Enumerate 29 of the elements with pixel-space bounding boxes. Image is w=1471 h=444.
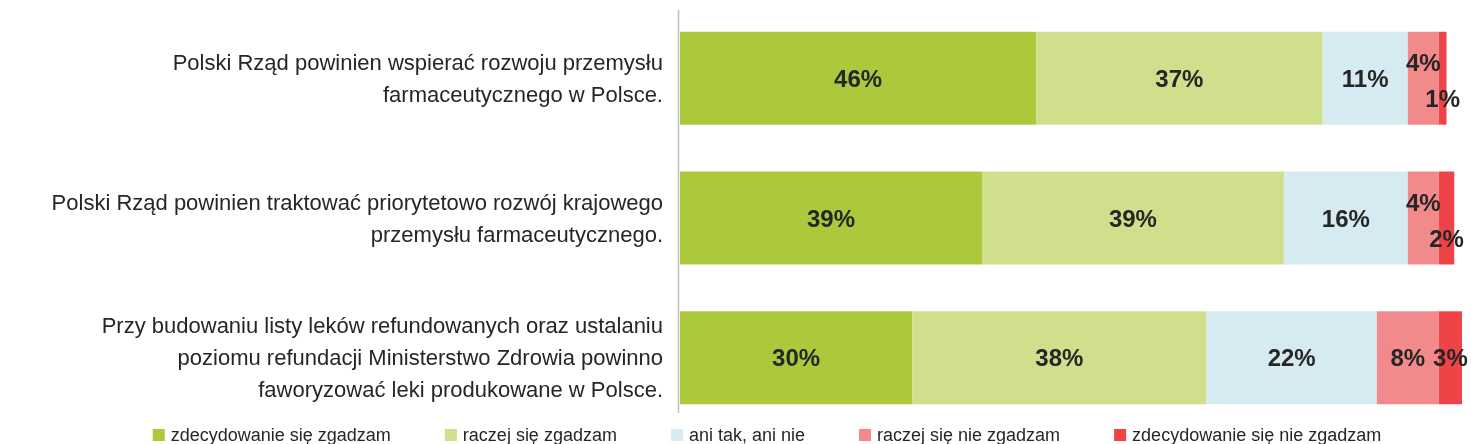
data-label: 30% bbox=[772, 344, 821, 372]
bar bbox=[680, 31, 1037, 125]
data-label: 39% bbox=[1108, 204, 1157, 232]
data-label: 22% bbox=[1267, 344, 1316, 372]
legend-label: raczej się zgadzam bbox=[462, 425, 617, 444]
legend-label: zdecydowanie się nie zgadzam bbox=[1132, 425, 1382, 444]
bar bbox=[1206, 311, 1377, 405]
data-label: 16% bbox=[1321, 204, 1370, 232]
data-label: 39% bbox=[806, 204, 855, 232]
y-tick-label: Przy budowaniu listy leków refundowanych oraz ustalaniu poziomu refundacji Ministerstwo Zdrowia powinno faworyzować leki produkowane w Polsce. bbox=[101, 313, 663, 403]
data-label: 4% bbox=[1405, 188, 1441, 216]
data-label: 4% bbox=[1405, 48, 1441, 76]
data-label: 8% bbox=[1390, 344, 1426, 372]
bar bbox=[1322, 31, 1408, 125]
legend-label: zdecydowanie się zgadzam bbox=[170, 425, 391, 444]
bar bbox=[680, 171, 982, 265]
bar bbox=[680, 311, 913, 405]
bar bbox=[912, 311, 1207, 405]
data-label: 11% bbox=[1341, 64, 1389, 92]
data-label: 38% bbox=[1035, 344, 1084, 372]
bar bbox=[1036, 31, 1323, 125]
y-tick-label: Polski Rząd powinien wspierać rozwoju przemysłu farmaceutycznego w Polsce. bbox=[172, 49, 663, 107]
y-tick-label: Polski Rząd powinien traktować priorytetowo rozwój krajowego przemysłu farmaceutycznego. bbox=[51, 189, 663, 247]
legend-label: raczej się nie zgadzam bbox=[877, 425, 1061, 444]
bar bbox=[981, 171, 1284, 265]
legend-label: ani tak, ani nie bbox=[688, 425, 806, 444]
data-label: 37% bbox=[1155, 64, 1204, 92]
data-label: 46% bbox=[834, 64, 883, 92]
bar bbox=[1283, 171, 1408, 265]
